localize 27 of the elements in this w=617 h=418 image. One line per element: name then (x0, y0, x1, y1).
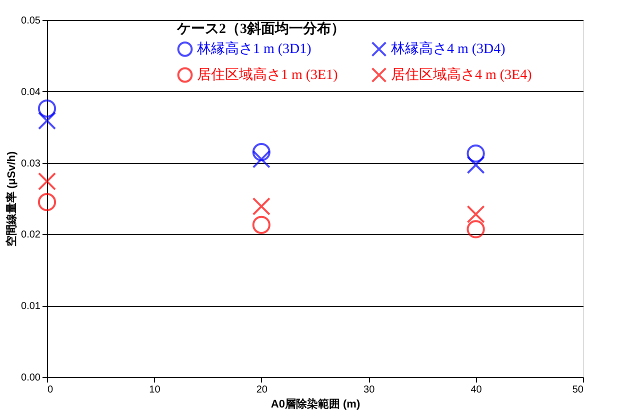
point (38, 172, 56, 190)
x-tick-label: 40 (470, 384, 482, 396)
y-axis-title: 空間線量率 (μSv/h) (5, 150, 18, 247)
point (252, 197, 270, 216)
legend-label: 林縁高さ1 m (3D1) (196, 41, 312, 58)
legend-title: ケース2（3斜面均一分布） (176, 21, 345, 37)
y-tick-label: 0.00 (21, 372, 41, 384)
point (38, 112, 56, 130)
legend-label: 居住区域高さ1 m (3E1) (197, 67, 338, 83)
x-tick-label: 20 (256, 384, 268, 396)
point (38, 99, 56, 118)
y-tick-label: 0.05 (21, 16, 41, 26)
y-tick-label: 0.02 (21, 230, 41, 241)
legend-label: 居住区域高さ4 m (3E4) (391, 67, 532, 83)
y-tick-label: 0.03 (21, 158, 41, 170)
x-tick-label: 0 (48, 384, 54, 396)
x-tick-label: 50 (572, 384, 584, 396)
x-axis-title: A0層除染範囲 (m) (270, 398, 360, 410)
x-tick-label: 10 (149, 384, 161, 396)
legend-label: 林縁高さ4 m (3D4) (390, 41, 506, 58)
y-tick-label: 0.01 (21, 301, 41, 312)
y-tick-label: 0.04 (21, 86, 41, 98)
point (466, 205, 485, 224)
point (38, 193, 56, 212)
x-tick-label: 30 (364, 384, 376, 396)
point (252, 216, 270, 234)
point (466, 220, 485, 238)
